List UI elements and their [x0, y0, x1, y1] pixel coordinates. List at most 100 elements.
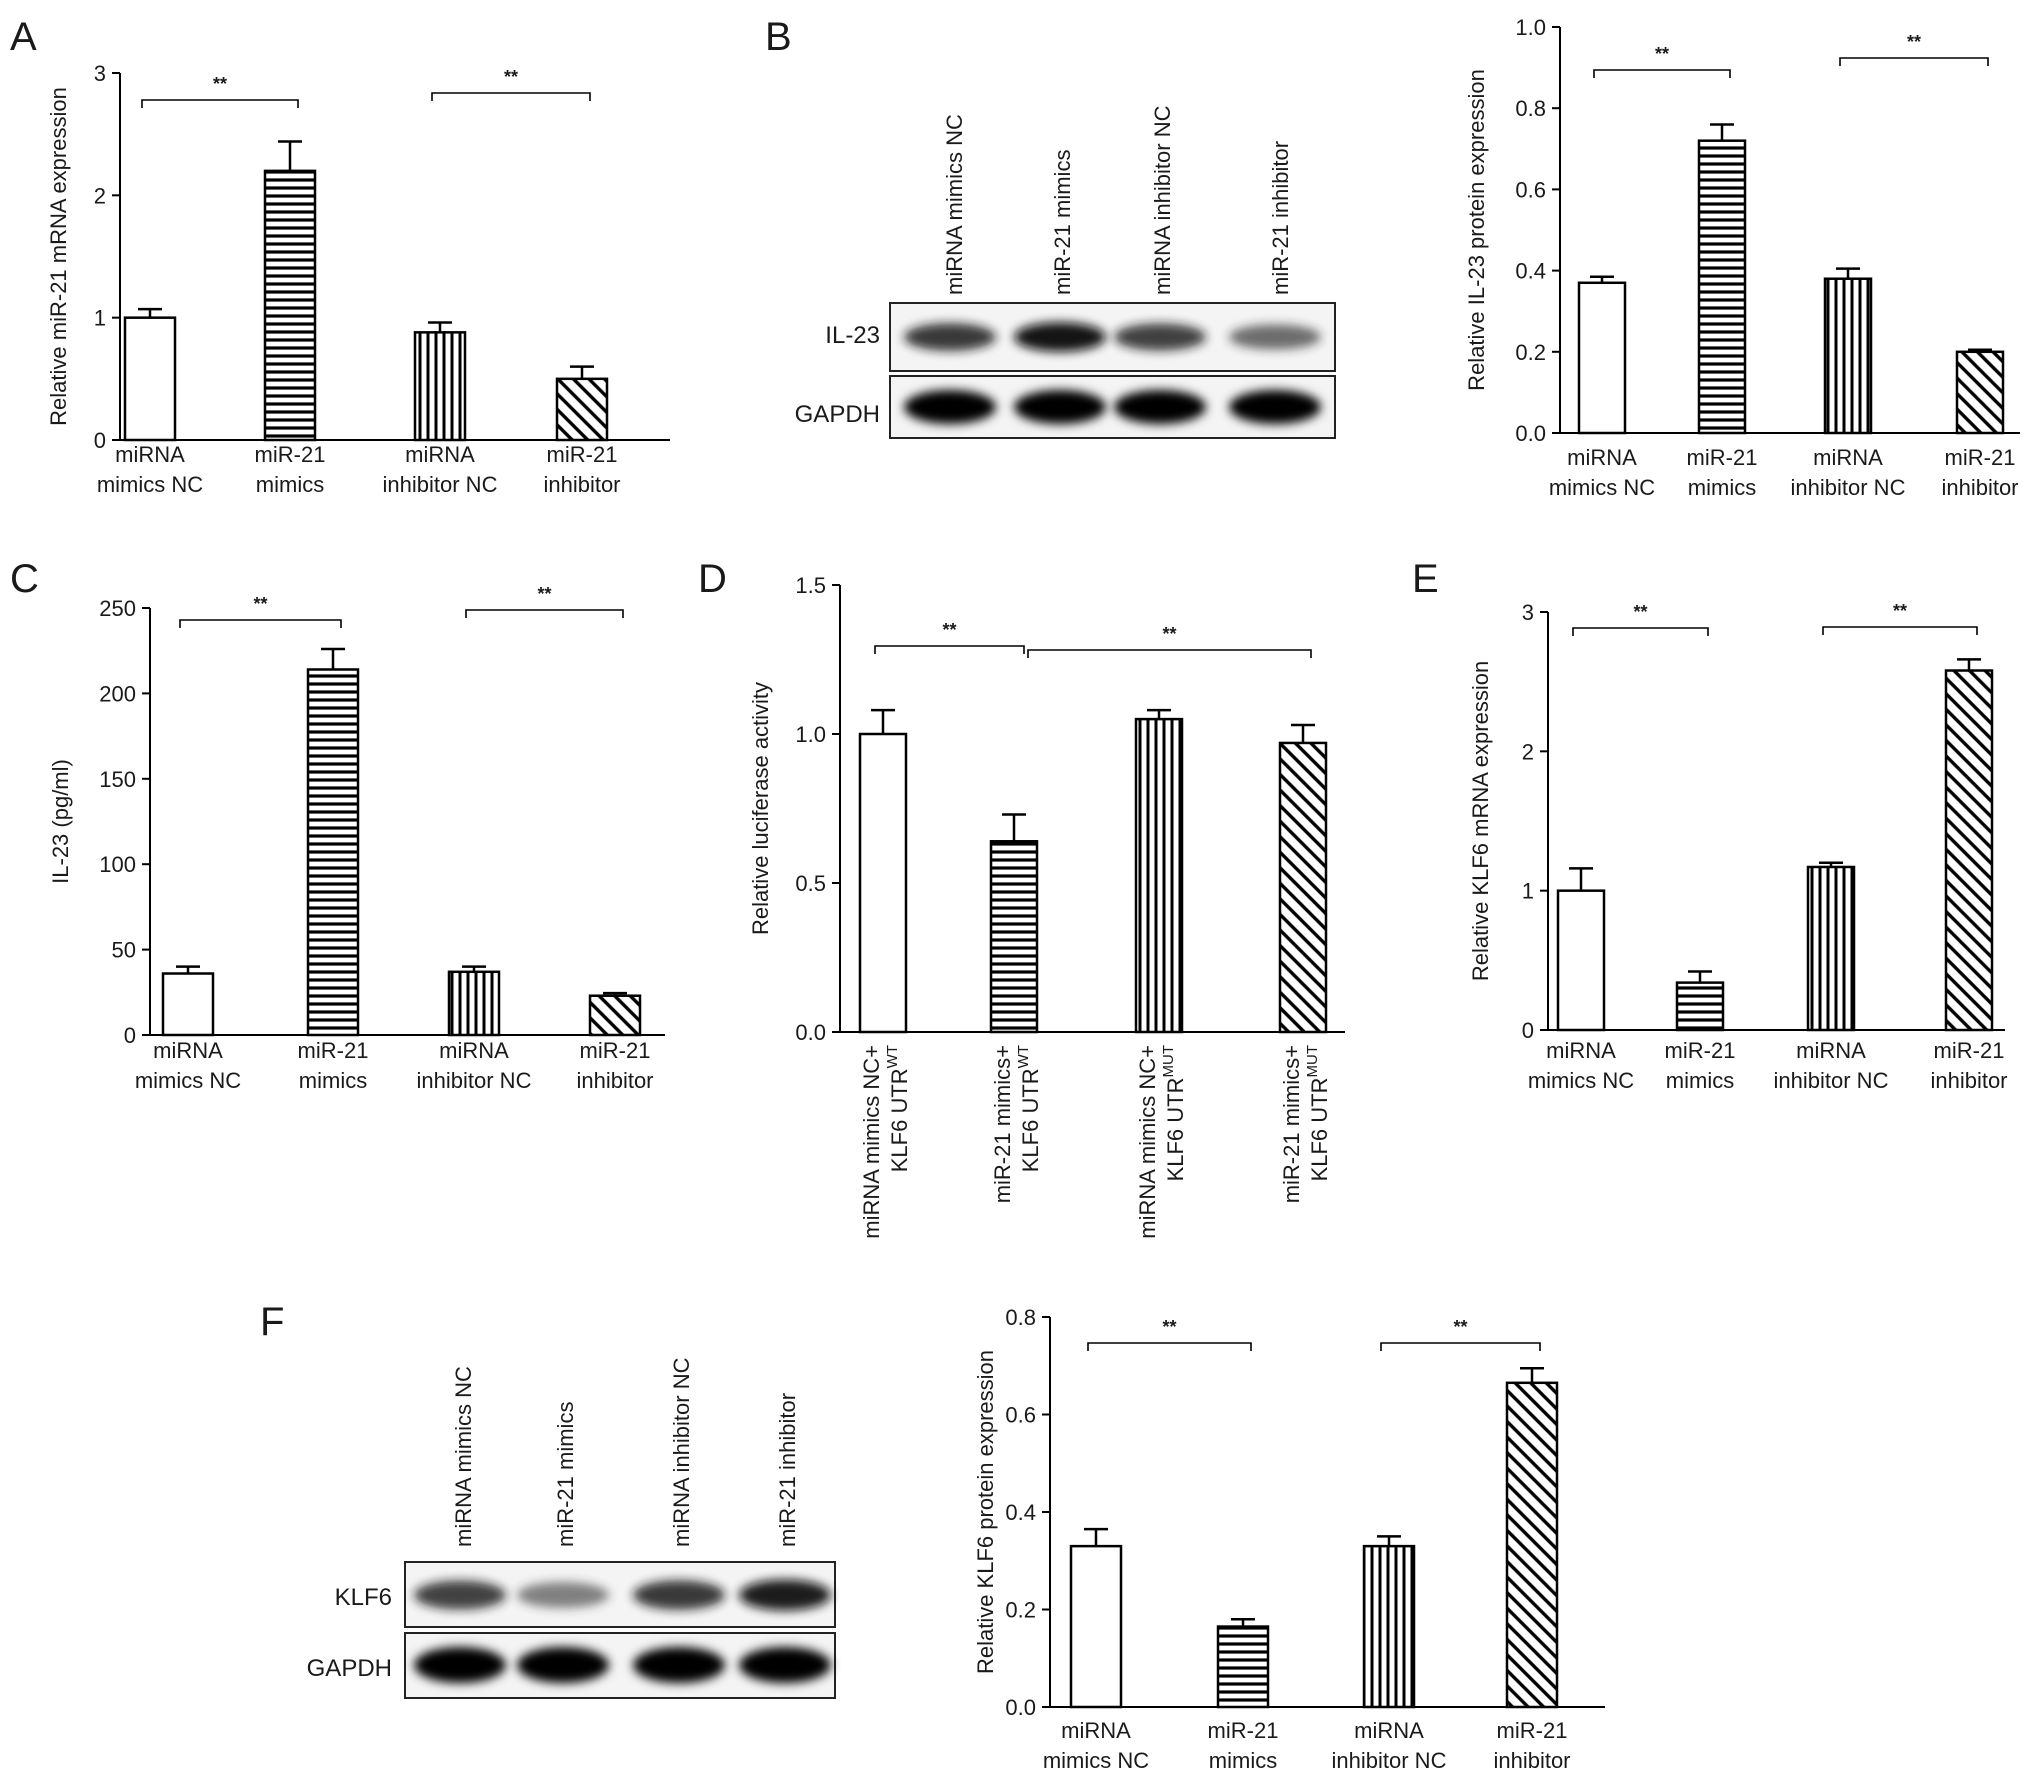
bar — [1806, 865, 1856, 1032]
bar — [1069, 1544, 1123, 1709]
panel-letter-b: B — [765, 15, 792, 59]
y-axis-label: Relative KLF6 protein expression — [973, 1350, 998, 1674]
y-tick-label: 3 — [1522, 600, 1534, 625]
blot-band — [739, 1647, 831, 1683]
x-tick-label: miR-21 inhibitor — [1930, 1038, 2007, 1093]
bar — [306, 668, 360, 1037]
significance-label: ** — [1907, 32, 1921, 52]
y-tick-label: 0.2 — [1005, 1598, 1036, 1623]
blot-row-label: GAPDH — [795, 401, 880, 428]
y-tick-label: 0.2 — [1515, 340, 1546, 365]
y-axis-label: IL-23 (pg/ml) — [48, 759, 73, 884]
blot-band — [414, 1647, 506, 1683]
significance-label: ** — [1162, 624, 1176, 644]
x-tick-label: miR-21 mimics+ KLF6 UTRWT — [990, 1045, 1043, 1203]
y-tick-label: 2 — [94, 183, 106, 208]
significance-bracket — [874, 645, 1025, 654]
significance-bracket — [1593, 69, 1731, 78]
y-tick-label: 0.0 — [1005, 1695, 1036, 1720]
y-tick-label: 0.5 — [795, 871, 826, 896]
x-tick-label: miR-21 inhibitor — [543, 442, 620, 497]
blot-row-label: GAPDH — [307, 1655, 392, 1682]
bar — [588, 994, 642, 1037]
x-tick-label: miR-21 mimics+ KLF6 UTRMUT — [1279, 1045, 1332, 1203]
chart-b-il23-protein: 0.0 0.2 0.4 0.6 0.8 1.0 Relative IL-23 protein… — [1464, 15, 2020, 500]
significance-label: ** — [537, 584, 551, 604]
blot-band — [1229, 324, 1321, 350]
x-tick-label: miRNA inhibitor NC — [1774, 1038, 1889, 1093]
blot-band — [1114, 390, 1206, 424]
x-tick-label: miRNA mimics NC — [97, 442, 203, 497]
bar — [555, 377, 609, 442]
y-tick-label: 3 — [94, 61, 106, 86]
blot-band — [414, 1580, 506, 1610]
y-tick-label: 0.8 — [1515, 96, 1546, 121]
x-tick-label: miRNA mimics NC+ KLF6 UTRMUT — [1135, 1045, 1188, 1239]
panel-letter-c: C — [10, 557, 39, 601]
y-tick-label: 1 — [1522, 879, 1534, 904]
y-tick-label: 2 — [1522, 739, 1534, 764]
y-tick-label: 1.0 — [1515, 15, 1546, 40]
bar — [1955, 350, 2005, 435]
chart-e-klf6-mrna: 0 1 2 3 Relative KLF6 mRNA expression miRNA mi… — [1468, 600, 2008, 1093]
bar — [1556, 889, 1606, 1032]
y-tick-label: 150 — [99, 767, 136, 792]
x-tick-label: miRNA mimics NC — [1549, 445, 1655, 500]
blot-band — [1014, 390, 1106, 424]
bar — [413, 331, 467, 442]
y-tick-label: 0.8 — [1005, 1305, 1036, 1330]
chart-d-luciferase: 0.0 0.5 1.0 1.5 Relative luciferase activity… — [748, 573, 1345, 1239]
bar — [1944, 669, 1994, 1032]
blot-band — [1114, 323, 1206, 351]
blot-lane-label: miRNA mimics NC — [942, 114, 967, 295]
bar — [1697, 139, 1747, 435]
bar — [989, 840, 1039, 1034]
significance-label: ** — [213, 74, 227, 94]
y-axis-label: Relative miR-21 mRNA expression — [46, 87, 71, 426]
significance-label: ** — [1893, 601, 1907, 621]
significance-label: ** — [1453, 1317, 1467, 1337]
blot-band — [1014, 322, 1106, 352]
blot-band — [904, 323, 996, 351]
chart-f-klf6-protein: 0.0 0.2 0.4 0.6 0.8 Relative KLF6 protein exp… — [973, 1305, 1605, 1773]
y-tick-label: 1.0 — [795, 722, 826, 747]
significance-bracket — [1087, 1342, 1252, 1351]
x-tick-label: miR-21 inhibitor — [576, 1038, 653, 1093]
y-tick-label: 250 — [99, 596, 136, 621]
western-blot-klf6: miRNA mimics NC miR-21 mimics miRNA inhi… — [307, 1357, 836, 1699]
significance-bracket — [1839, 57, 1989, 66]
panel-letter-f: F — [260, 1300, 284, 1344]
x-tick-label: miRNA inhibitor NC — [1332, 1718, 1447, 1773]
panel-letter-e: E — [1412, 557, 1439, 601]
x-tick-label: miRNA mimics NC — [1528, 1038, 1634, 1093]
y-tick-label: 0.4 — [1005, 1500, 1036, 1525]
blot-lane-label: miRNA mimics NC — [451, 1366, 476, 1547]
y-tick-label: 50 — [112, 938, 136, 963]
x-tick-label: miRNA inhibitor NC — [1791, 445, 1906, 500]
blot-lane-label: miR-21 inhibitor — [775, 1393, 800, 1547]
significance-label: ** — [1655, 44, 1669, 64]
significance-label: ** — [1633, 602, 1647, 622]
x-tick-label: miRNA inhibitor NC — [383, 442, 498, 497]
significance-label: ** — [253, 594, 267, 614]
bar — [123, 316, 177, 442]
bar — [447, 970, 501, 1037]
bar — [1823, 277, 1873, 435]
y-axis-label: Relative IL-23 protein expression — [1464, 69, 1489, 391]
blot-row-label: IL-23 — [825, 322, 880, 349]
x-tick-label: miR-21 mimics — [298, 1038, 369, 1093]
x-tick-label: miRNA mimics NC — [1043, 1718, 1149, 1773]
x-tick-label: miR-21 mimics — [1687, 445, 1758, 500]
western-blot-il23: miRNA mimics NC miR-21 mimics miRNA inhi… — [795, 105, 1336, 439]
y-tick-label: 0 — [1522, 1018, 1534, 1043]
significance-label: ** — [942, 620, 956, 640]
x-tick-label: miRNA inhibitor NC — [417, 1038, 532, 1093]
blot-band — [739, 1579, 831, 1611]
bar — [161, 972, 215, 1037]
y-tick-label: 0.6 — [1515, 177, 1546, 202]
bar — [1216, 1625, 1270, 1709]
significance-bracket — [179, 619, 342, 628]
blot-lane-label: miR-21 mimics — [1050, 150, 1075, 295]
bar — [1577, 281, 1627, 435]
significance-bracket — [1822, 626, 1978, 635]
